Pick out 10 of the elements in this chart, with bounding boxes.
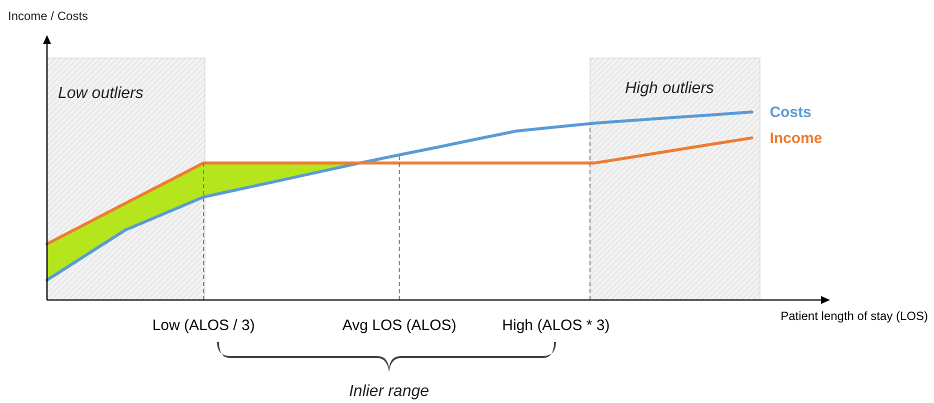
x-tick-label: Low (ALOS / 3) xyxy=(152,317,255,334)
series-label: Costs xyxy=(770,104,812,121)
text: High outliers xyxy=(625,80,714,97)
x-tick-label: Avg LOS (ALOS) xyxy=(342,317,456,334)
text: Income / Costs xyxy=(8,9,88,23)
text: Low outliers xyxy=(58,85,144,102)
x-axis-title: Patient length of stay (LOS) xyxy=(780,309,928,323)
text: Inlier range xyxy=(348,383,430,400)
x-tick-label: High (ALOS * 3) xyxy=(502,317,610,334)
series-label: Income xyxy=(770,130,822,147)
